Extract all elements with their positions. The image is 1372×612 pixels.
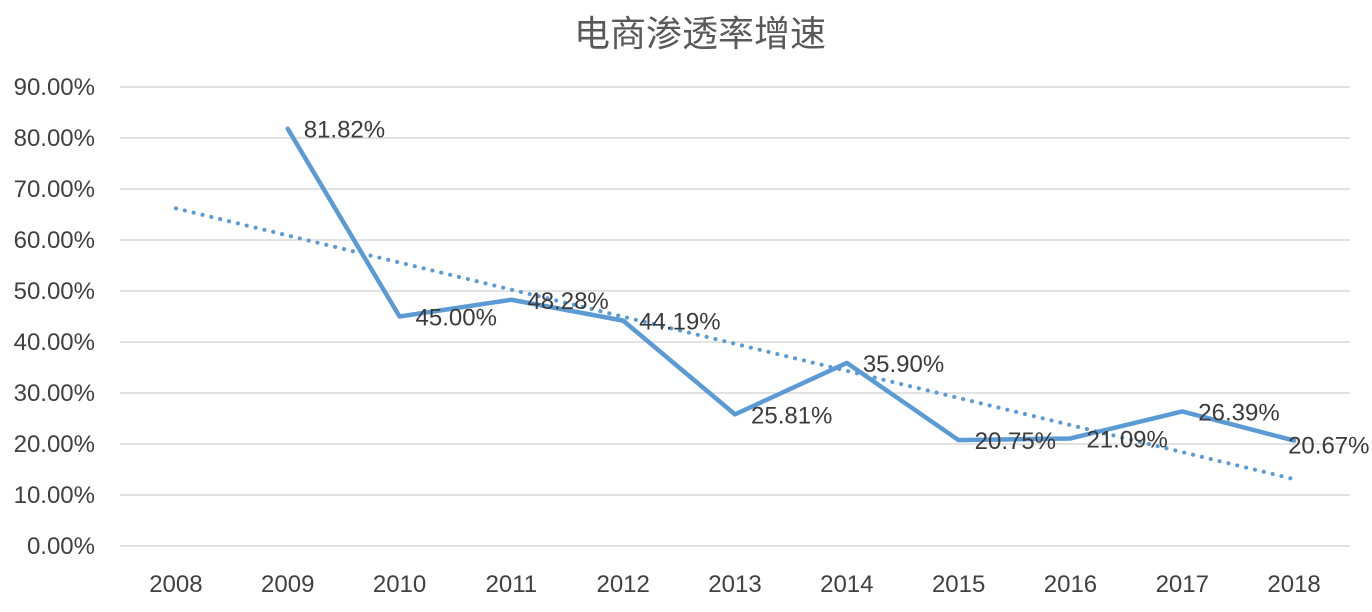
data-label: 26.39%: [1198, 399, 1279, 426]
x-axis-tick-label: 2013: [708, 571, 761, 598]
y-axis-tick-label: 60.00%: [14, 227, 95, 254]
y-axis-tick-label: 10.00%: [14, 482, 95, 509]
y-axis-tick-label: 90.00%: [14, 74, 95, 101]
data-label: 81.82%: [304, 117, 385, 144]
data-label: 35.90%: [863, 351, 944, 378]
y-axis-tick-label: 40.00%: [14, 329, 95, 356]
y-axis-tick-label: 20.00%: [14, 431, 95, 458]
x-axis-tick-label: 2018: [1267, 571, 1320, 598]
y-axis-tick-label: 0.00%: [27, 533, 95, 560]
y-axis-tick-label: 30.00%: [14, 380, 95, 407]
y-axis-tick-label: 50.00%: [14, 278, 95, 305]
x-axis-tick-label: 2017: [1156, 571, 1209, 598]
x-axis-tick-label: 2015: [932, 571, 985, 598]
x-axis-tick-label: 2016: [1044, 571, 1097, 598]
x-axis-tick-label: 2009: [261, 571, 314, 598]
y-axis-tick-label: 80.00%: [14, 125, 95, 152]
data-label: 20.75%: [975, 428, 1056, 455]
y-axis-tick-label: 70.00%: [14, 176, 95, 203]
data-label: 25.81%: [751, 402, 832, 429]
x-axis-tick-label: 2014: [820, 571, 873, 598]
data-label: 48.28%: [527, 288, 608, 315]
series-line: [285, 126, 1297, 443]
data-label: 20.67%: [1288, 433, 1369, 460]
data-label: 44.19%: [639, 309, 720, 336]
x-axis-tick-label: 2012: [596, 571, 649, 598]
x-axis-tick-label: 2010: [373, 571, 426, 598]
chart-title: 电商渗透率增速: [574, 13, 826, 54]
data-label: 45.00%: [416, 305, 497, 332]
x-axis-tick-label: 2008: [149, 571, 202, 598]
plot-area: 0.00% 10.00% 20.00% 30.00% 40.00% 50.00% 60.00…: [14, 74, 1370, 598]
x-axis-tick-label: 2011: [486, 571, 538, 598]
data-label: 21.09%: [1086, 426, 1167, 453]
